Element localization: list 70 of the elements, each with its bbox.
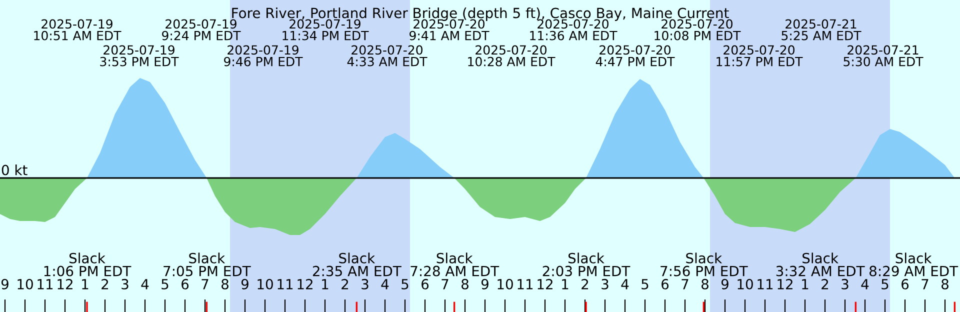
x-tick-label: 10 bbox=[498, 278, 513, 290]
x-tick-label: 8 bbox=[462, 278, 468, 290]
text: 2025-07-20 10:08 PM EDT bbox=[654, 19, 741, 40]
x-tick-label: 4 bbox=[621, 279, 629, 290]
x-tick-label: 9 bbox=[241, 278, 248, 290]
x-tick-label: 5 bbox=[882, 279, 888, 290]
text: Slack 7:05 PM EDT bbox=[164, 252, 251, 276]
text: 2025-07-20 4:47 PM EDT bbox=[596, 45, 675, 66]
text: 2025-07-20 4:33 AM EDT bbox=[347, 45, 428, 66]
text: 2025-07-19 3:53 PM EDT bbox=[100, 45, 179, 66]
x-tick-label: 12 bbox=[58, 278, 72, 290]
text: 2025-07-19 9:24 PM EDT bbox=[162, 19, 241, 40]
x-tick-label: 2 bbox=[102, 278, 108, 290]
text: 2025-07-21 5:30 AM EDT bbox=[844, 45, 924, 66]
x-tick-label: 4 bbox=[381, 279, 389, 290]
x-tick-label: 1 bbox=[82, 279, 88, 290]
x-tick-label: 6 bbox=[662, 278, 669, 290]
x-tick-label: 3 bbox=[842, 278, 848, 290]
x-tick-label: 7 bbox=[442, 279, 448, 290]
x-tick-label: 6 bbox=[902, 278, 909, 290]
text: 2025-07-20 10:28 AM EDT bbox=[468, 45, 556, 66]
x-tick-label: 12 bbox=[298, 278, 312, 290]
x-tick-label: 1 bbox=[322, 279, 328, 290]
x-tick-label: 7 bbox=[682, 279, 688, 290]
text: 2025-07-19 9:46 PM EDT bbox=[224, 45, 303, 66]
x-tick-label: 8 bbox=[942, 278, 948, 290]
x-tick-label: 4 bbox=[861, 279, 869, 290]
x-tick-label: 2 bbox=[342, 278, 348, 290]
x-tick-label: 3 bbox=[122, 278, 128, 290]
x-tick-label: 3 bbox=[602, 278, 608, 290]
x-tick-label: 10 bbox=[738, 278, 753, 290]
x-tick-label: 8 bbox=[702, 278, 708, 290]
x-tick-label: 7 bbox=[202, 279, 208, 290]
text: 2025-07-21 5:25 AM EDT bbox=[782, 19, 862, 40]
x-tick-label: 12 bbox=[778, 278, 792, 290]
x-tick-label: 10 bbox=[258, 278, 273, 290]
text: 2025-07-19 11:34 PM EDT bbox=[282, 19, 369, 40]
x-tick-label: 5 bbox=[162, 279, 168, 290]
x-tick-label: 6 bbox=[422, 278, 429, 290]
x-tick-label: 12 bbox=[538, 278, 552, 290]
x-tick-label: 11 bbox=[758, 279, 773, 290]
x-tick-label: 2 bbox=[822, 278, 828, 290]
text: Slack 3:32 AM EDT bbox=[776, 252, 865, 276]
x-tick-label: 11 bbox=[278, 279, 293, 290]
x-tick-label: 9 bbox=[481, 278, 488, 290]
text: Slack 2:35 AM EDT bbox=[312, 252, 402, 276]
text: 2025-07-20 9:41 AM EDT bbox=[410, 19, 490, 40]
x-tick-label: 3 bbox=[362, 278, 368, 290]
x-tick-label: 9 bbox=[721, 278, 728, 290]
ref-line-label: 0 kt bbox=[2, 164, 28, 176]
x-tick-label: 9 bbox=[1, 278, 8, 290]
x-tick-label: 1 bbox=[802, 279, 808, 290]
x-tick-label: 10 bbox=[18, 278, 33, 290]
x-tick-label: 7 bbox=[922, 279, 928, 290]
x-tick-label: 6 bbox=[182, 278, 189, 290]
x-tick-label: 11 bbox=[38, 279, 53, 290]
x-tick-label: 8 bbox=[222, 278, 228, 290]
x-tick-label: 11 bbox=[518, 279, 533, 290]
text: Slack 7:56 PM EDT bbox=[660, 252, 748, 276]
x-tick-label: 4 bbox=[141, 279, 149, 290]
x-tick-label: 1 bbox=[562, 279, 568, 290]
text: Slack 2:03 PM EDT bbox=[542, 252, 630, 276]
text: Slack 1:06 PM EDT bbox=[44, 252, 132, 276]
x-tick-label: 5 bbox=[402, 279, 408, 290]
x-tick-label: 5 bbox=[642, 279, 648, 290]
x-tick-label: 2 bbox=[582, 278, 588, 290]
text: Slack 7:28 AM EDT bbox=[410, 252, 500, 276]
text: 2025-07-20 11:57 PM EDT bbox=[716, 45, 803, 66]
text: 2025-07-19 10:51 AM EDT bbox=[34, 19, 122, 40]
text: Slack 8:29 AM EDT bbox=[870, 252, 958, 276]
